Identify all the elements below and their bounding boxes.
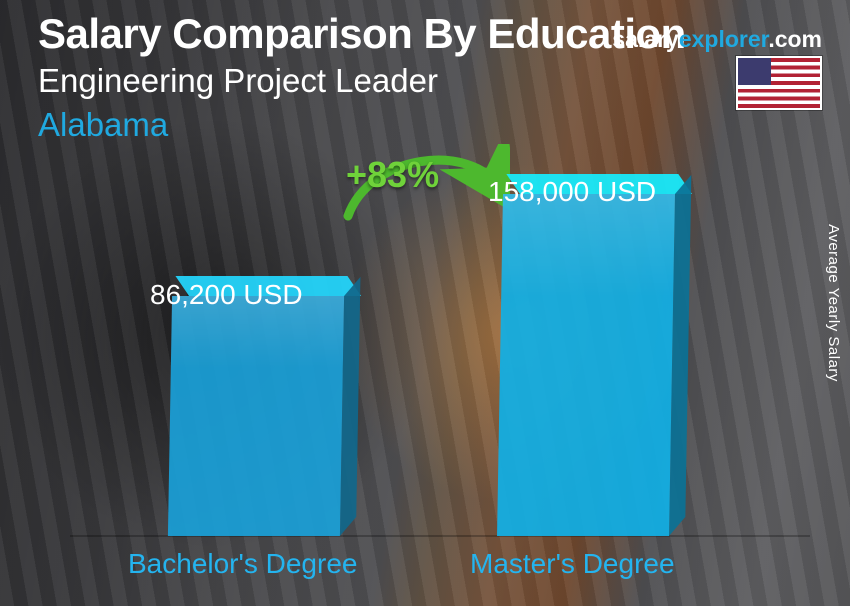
bar-front-face xyxy=(497,194,675,536)
main-title: Salary Comparison By Education xyxy=(38,10,686,58)
flag-canton xyxy=(738,58,771,85)
country-flag-icon xyxy=(736,56,822,110)
bar xyxy=(497,194,675,536)
brand-logo-text: salaryexplorer.com xyxy=(612,26,822,53)
bar-value-label: 86,200 USD xyxy=(150,279,303,311)
bar-category-label: Master's Degree xyxy=(470,548,675,580)
brand-part-dotcom: .com xyxy=(768,26,822,52)
brand-part-salary: salary xyxy=(612,26,679,52)
bar-value-label: 158,000 USD xyxy=(488,176,656,208)
chart-area: +83% 86,200 USD Bachelor's Degree 158,000 … xyxy=(130,150,780,586)
percentage-increase-label: +83% xyxy=(346,154,439,196)
brand-part-explorer: explorer xyxy=(679,26,769,52)
location-label: Alabama xyxy=(38,106,168,144)
bar-category-label: Bachelor's Degree xyxy=(128,548,357,580)
infographic-container: Salary Comparison By Education Engineeri… xyxy=(0,0,850,606)
bar xyxy=(168,296,344,536)
job-title: Engineering Project Leader xyxy=(38,62,438,100)
bar-front-face xyxy=(168,296,344,536)
y-axis-label: Average Yearly Salary xyxy=(825,224,842,382)
